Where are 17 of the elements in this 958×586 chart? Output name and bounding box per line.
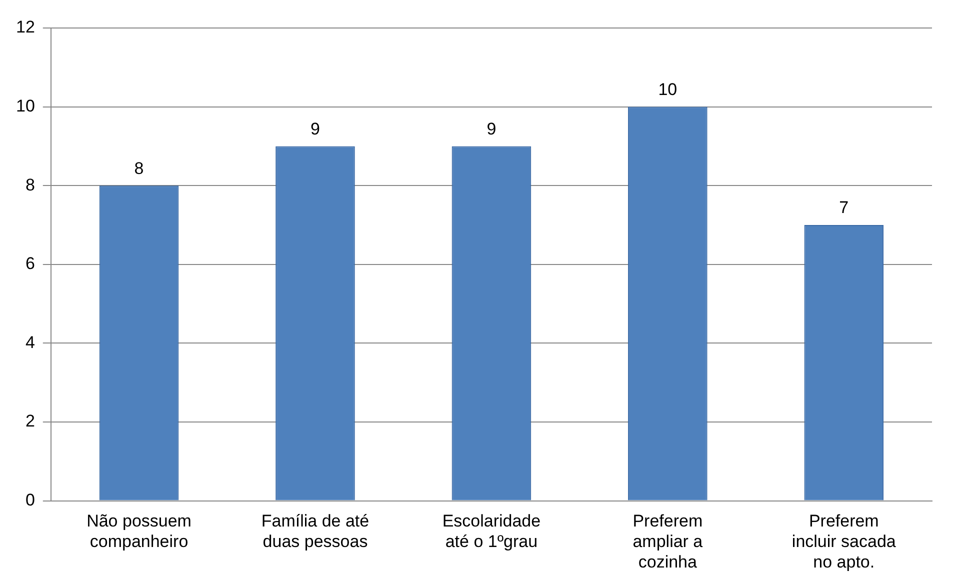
y-tick-label: 6 (25, 254, 35, 274)
y-tick-label: 2 (25, 412, 35, 431)
data-label: 10 (658, 80, 678, 99)
x-tick-label: Escolaridade até o 1ºgrau (442, 512, 541, 552)
data-label: 8 (134, 158, 144, 178)
data-label: 7 (839, 198, 849, 218)
data-label: 9 (486, 119, 496, 138)
data-label: 9 (310, 119, 320, 138)
y-tick-label: 8 (25, 175, 35, 194)
y-tick-label: 0 (25, 490, 35, 510)
x-tick-label: Preferem incluir sacada no apto. (792, 512, 896, 572)
x-tick-label: Preferem ampliar a cozinha (632, 512, 704, 572)
x-tick-label: Não possuem companheiro (86, 512, 192, 552)
y-tick-label: 4 (25, 332, 35, 352)
y-tick-label: 12 (16, 18, 35, 37)
y-tick-label: 10 (16, 96, 35, 116)
x-tick-label: Família de até duas pessoas (261, 512, 370, 552)
